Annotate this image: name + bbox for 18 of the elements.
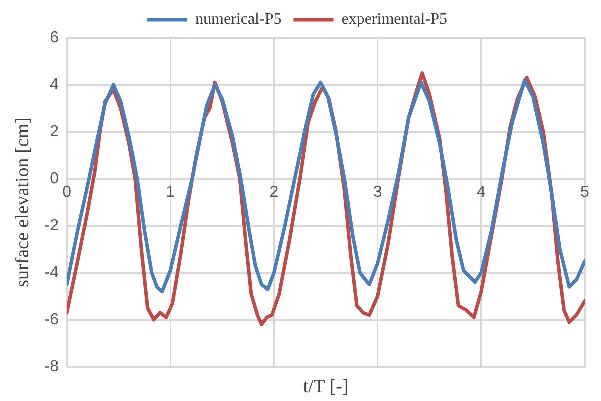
- y-tick-label: -6: [44, 311, 60, 328]
- y-axis-title: surface elevation [cm]: [12, 118, 34, 288]
- x-tick-label: 2: [270, 184, 279, 202]
- y-tick-label: 2: [50, 123, 60, 140]
- x-tick-label: 3: [373, 184, 382, 202]
- legend-label: numerical-P5: [196, 11, 282, 28]
- legend-label: experimental-P5: [342, 11, 448, 28]
- x-tick-label: 1: [166, 184, 176, 202]
- x-tick-label: 4: [476, 184, 486, 202]
- y-tick-label: 0: [50, 170, 60, 188]
- y-tick-label: -8: [44, 358, 60, 376]
- x-axis-title: t/T [-]: [303, 376, 349, 398]
- y-tick-label: -2: [44, 217, 60, 234]
- y-tick-label: 6: [50, 29, 60, 46]
- y-tick-label: -4: [44, 264, 60, 282]
- y-tick-label: 4: [50, 76, 60, 94]
- x-tick-label: 5: [580, 184, 590, 202]
- x-tick-label: 0: [62, 184, 72, 202]
